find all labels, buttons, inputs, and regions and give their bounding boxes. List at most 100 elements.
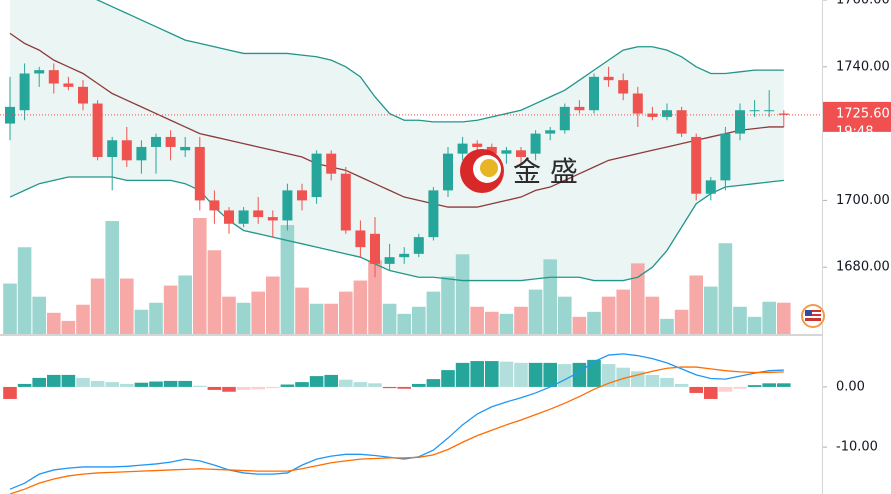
y-tick-label: 1680.00 bbox=[836, 260, 890, 275]
candle-body bbox=[165, 136, 176, 147]
macd-bar bbox=[660, 377, 674, 387]
candle-body bbox=[326, 153, 337, 174]
candle-body bbox=[501, 150, 512, 154]
volume-bar bbox=[689, 275, 703, 334]
candle-body bbox=[647, 113, 658, 117]
macd-bar bbox=[134, 382, 149, 387]
volume-bar bbox=[309, 303, 324, 334]
macd-bar bbox=[485, 361, 499, 387]
volume-bar bbox=[3, 283, 17, 334]
macd-bar bbox=[747, 385, 762, 387]
candle-body bbox=[136, 146, 147, 161]
macd-bar bbox=[251, 386, 265, 390]
macd-bar bbox=[193, 385, 207, 387]
macd-bar bbox=[704, 386, 718, 399]
candle-body bbox=[121, 140, 132, 161]
volume-bar bbox=[470, 306, 484, 334]
candle-body bbox=[399, 253, 410, 258]
candle-body bbox=[413, 237, 424, 254]
volume-bar bbox=[105, 221, 119, 334]
candle-body bbox=[224, 210, 234, 224]
volume-bar bbox=[178, 275, 192, 334]
last-price-box bbox=[822, 101, 891, 132]
macd-bar bbox=[368, 383, 382, 387]
candle-body bbox=[472, 143, 483, 147]
volume-bar bbox=[222, 296, 236, 334]
candle-body bbox=[735, 110, 745, 134]
candle-body bbox=[209, 200, 220, 211]
volume-bar bbox=[558, 296, 572, 334]
macd-bar bbox=[120, 383, 134, 387]
candle-body bbox=[194, 146, 205, 201]
candle-body bbox=[559, 106, 570, 131]
candle-body bbox=[151, 136, 161, 147]
volume-bar bbox=[704, 286, 718, 334]
volume-bar bbox=[295, 287, 309, 334]
macd-bar bbox=[222, 386, 236, 392]
candle-body bbox=[253, 210, 264, 218]
candle-body bbox=[63, 83, 74, 87]
volume-bar bbox=[645, 296, 660, 334]
volume-bar bbox=[76, 304, 90, 334]
macd-bar bbox=[266, 386, 280, 389]
band-line bbox=[9, 32, 784, 208]
macd-bar bbox=[645, 374, 660, 387]
macd-bar bbox=[455, 362, 470, 387]
macd-bar bbox=[382, 386, 397, 389]
candle-body bbox=[340, 173, 351, 231]
volume-bar bbox=[631, 263, 645, 334]
volume-bar bbox=[455, 254, 470, 334]
macd-bar bbox=[412, 383, 426, 387]
volume-bar bbox=[528, 289, 543, 334]
macd-bar bbox=[339, 379, 353, 387]
candle-body bbox=[282, 190, 293, 221]
macd-bar bbox=[689, 386, 703, 393]
volume-bar bbox=[339, 291, 353, 334]
candle-body bbox=[749, 110, 760, 112]
macd-bar bbox=[441, 370, 455, 387]
volume-bar bbox=[485, 311, 499, 334]
candle-body bbox=[457, 143, 468, 154]
candle-body bbox=[34, 70, 45, 74]
candle-body bbox=[180, 146, 191, 151]
macd-line bbox=[9, 353, 784, 490]
macd-bar bbox=[163, 380, 178, 387]
volume-bar bbox=[353, 280, 368, 334]
macd-bar bbox=[90, 380, 105, 387]
volume-bar bbox=[777, 302, 791, 334]
candle-body bbox=[428, 190, 439, 238]
candle-body bbox=[545, 130, 556, 134]
volume-bar bbox=[32, 296, 46, 334]
candle-body bbox=[705, 180, 716, 194]
volume-bar bbox=[193, 218, 207, 334]
candle-body bbox=[574, 106, 585, 111]
macd-bar bbox=[3, 386, 17, 399]
candle-body bbox=[778, 113, 789, 115]
volume-bar bbox=[733, 306, 747, 334]
volume-bar bbox=[499, 313, 514, 334]
candle-body bbox=[676, 110, 687, 134]
flag-icon bbox=[801, 304, 825, 328]
axis: 1680.00 1700.00 1740.00 1760.00 1725.60 19:48… bbox=[822, 0, 891, 455]
candle-body bbox=[720, 133, 731, 181]
candle-body bbox=[618, 80, 629, 94]
candle-body bbox=[238, 210, 249, 224]
macd-bar bbox=[236, 386, 251, 390]
macd-bar bbox=[616, 367, 630, 387]
volume-bar bbox=[90, 278, 105, 334]
macd-bar bbox=[601, 364, 616, 387]
candle-body bbox=[297, 190, 307, 201]
volume-bar bbox=[149, 302, 163, 334]
watermark: 金 盛 bbox=[460, 149, 578, 193]
macd-bar bbox=[470, 361, 484, 387]
volume-bar bbox=[397, 313, 411, 334]
candle-body bbox=[267, 217, 278, 221]
volume-bar bbox=[587, 311, 601, 334]
y-tick-label: 0.00 bbox=[836, 379, 865, 394]
volume-bar bbox=[601, 296, 616, 334]
macd-bar bbox=[178, 380, 192, 387]
volume-bar bbox=[120, 278, 134, 334]
candle-body bbox=[764, 110, 775, 112]
price-pane bbox=[0, 0, 822, 334]
